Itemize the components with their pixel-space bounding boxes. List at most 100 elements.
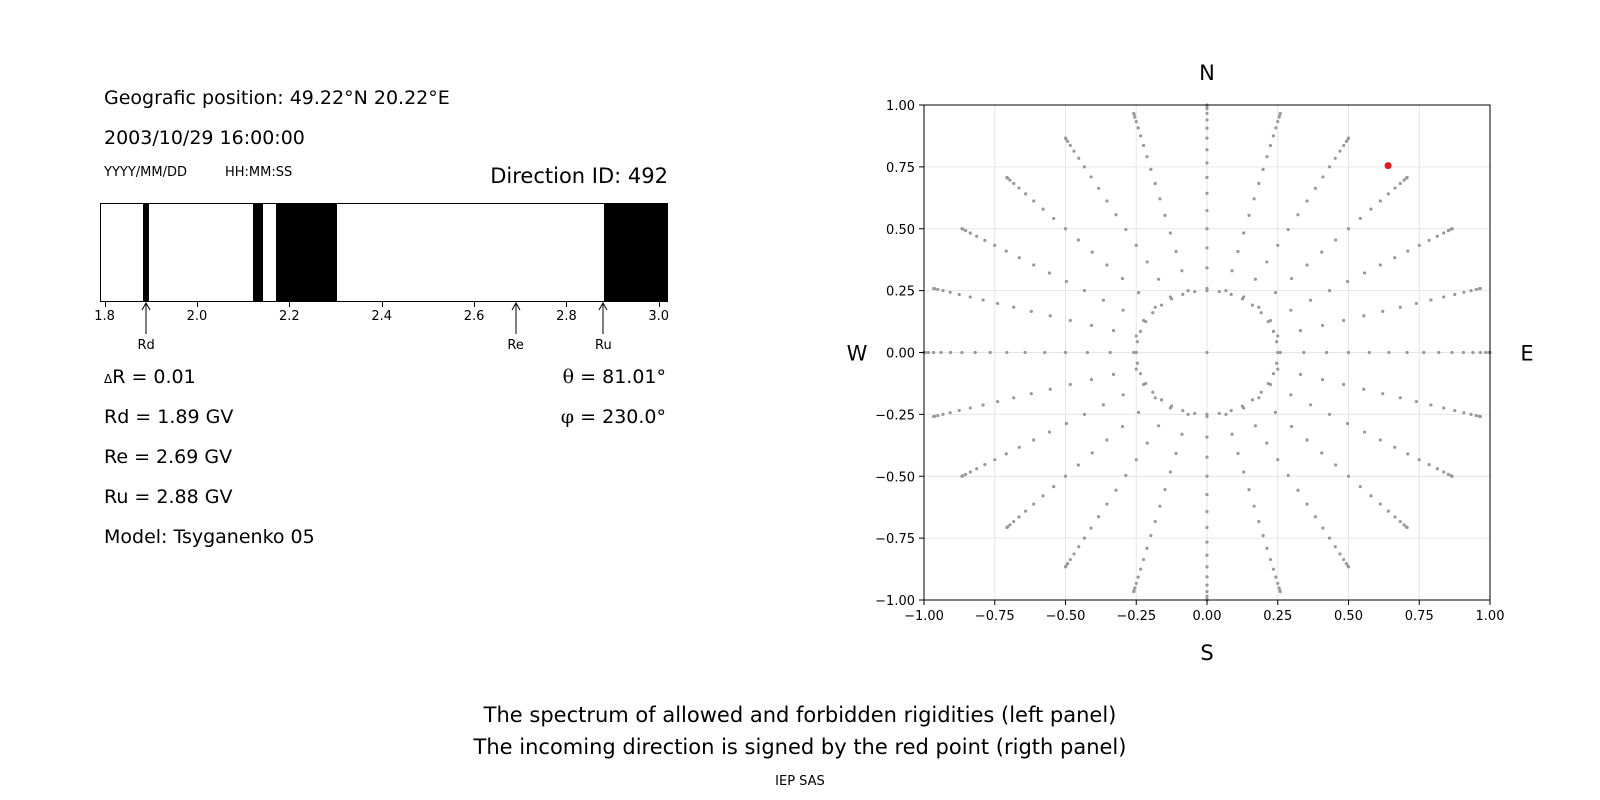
grid-point	[1247, 213, 1251, 217]
grid-point	[1097, 186, 1101, 190]
grid-point	[1346, 565, 1351, 569]
grid-point	[1405, 175, 1409, 180]
grid-point	[1462, 411, 1466, 415]
grid-point	[1205, 455, 1209, 459]
grid-point	[1265, 441, 1269, 445]
grid-point	[1342, 382, 1346, 387]
grid-point	[1224, 289, 1228, 293]
grid-point	[1205, 492, 1209, 497]
grid-point	[1259, 311, 1263, 315]
grid-point	[1135, 340, 1139, 344]
grid-point	[1276, 119, 1280, 124]
grid-point	[1230, 269, 1234, 273]
grid-point	[1089, 526, 1093, 530]
grid-point	[1442, 406, 1446, 410]
x-tick-label: 3.0	[648, 309, 670, 324]
grid-point	[936, 413, 940, 418]
ru-value: Ru = 2.88 GV	[104, 486, 233, 508]
grid-point	[1305, 263, 1309, 267]
grid-point	[1004, 249, 1008, 253]
grid-point	[1305, 199, 1309, 203]
grid-point	[1170, 404, 1174, 408]
grid-point	[1134, 119, 1138, 124]
x-tick-label: 2.8	[556, 309, 577, 324]
grid-point	[1429, 403, 1433, 407]
grid-point	[1393, 256, 1397, 260]
date-format-label: YYYY/MM/DD	[104, 165, 187, 180]
grid-point	[1257, 396, 1261, 400]
grid-point	[960, 474, 964, 478]
grid-point	[1076, 238, 1080, 242]
grid-point	[1257, 181, 1261, 186]
grid-point	[1427, 463, 1431, 467]
grid-point	[1422, 350, 1426, 355]
grid-point	[1097, 515, 1101, 519]
grid-point	[1342, 318, 1346, 323]
grid-point	[1193, 411, 1197, 416]
grid-point	[1252, 504, 1256, 508]
grid-point	[1017, 445, 1021, 449]
y-tick-label: −1.00	[875, 594, 915, 609]
grid-point	[1139, 134, 1143, 138]
grid-point	[1063, 565, 1068, 569]
grid-point	[1437, 350, 1441, 355]
grid-point	[1333, 545, 1337, 549]
grid-point	[1205, 136, 1209, 140]
grid-point	[1205, 246, 1209, 250]
theta-text: = 81.01°	[580, 366, 666, 388]
phi-text: = 230.0°	[580, 406, 666, 428]
grid-point	[1446, 229, 1450, 233]
grid-point	[995, 399, 1000, 404]
grid-point	[1145, 546, 1149, 550]
grid-point	[1205, 435, 1209, 439]
grid-point	[1386, 509, 1390, 513]
y-tick-label: 0.25	[886, 285, 915, 300]
grid-point	[1180, 269, 1184, 273]
grid-point	[1153, 305, 1157, 309]
phi-value: φ = 230.0°	[561, 406, 666, 428]
grid-point	[1286, 227, 1290, 232]
grid-point	[1265, 546, 1269, 550]
grid-point	[1133, 586, 1137, 590]
grid-point	[1157, 424, 1161, 428]
grid-point	[1168, 231, 1172, 235]
grid-point	[1047, 271, 1052, 275]
grid-point	[1338, 552, 1342, 556]
grid-point	[1478, 350, 1482, 355]
time-format-label: HH:MM:SS	[225, 165, 293, 180]
grid-point	[1017, 186, 1021, 190]
grid-point	[1068, 557, 1072, 562]
forbidden-band	[604, 204, 667, 301]
grid-point	[975, 467, 979, 471]
theta-symbol: θ	[562, 366, 575, 388]
x-tick	[658, 302, 660, 307]
grid-point	[1205, 111, 1209, 116]
direction-id: Direction ID: 492	[490, 164, 668, 188]
grid-point	[1064, 279, 1069, 284]
x-tick-label: 2.0	[186, 309, 208, 324]
grid-point	[1327, 289, 1332, 293]
grid-point	[1170, 297, 1174, 301]
grid-point	[975, 234, 979, 238]
grid-point	[993, 243, 997, 247]
grid-point	[1393, 186, 1397, 190]
grid-point	[1105, 438, 1109, 442]
grid-point	[1041, 207, 1045, 211]
grid-point	[1205, 148, 1209, 152]
x-tick	[566, 302, 568, 307]
grid-point	[1012, 396, 1016, 400]
grid-point	[1149, 534, 1153, 538]
grid-point	[1442, 231, 1446, 235]
grid-point	[1205, 553, 1209, 557]
grid-point	[1320, 451, 1324, 455]
grid-point	[1181, 292, 1185, 296]
grid-point	[1393, 445, 1397, 449]
grid-point	[1450, 350, 1454, 355]
theta-value: θ = 81.01°	[563, 366, 666, 388]
grid-point	[1435, 234, 1439, 238]
grid-point	[1236, 451, 1240, 456]
grid-point	[1205, 594, 1209, 598]
grid-point	[1012, 305, 1016, 309]
marker-arrow	[598, 301, 608, 334]
